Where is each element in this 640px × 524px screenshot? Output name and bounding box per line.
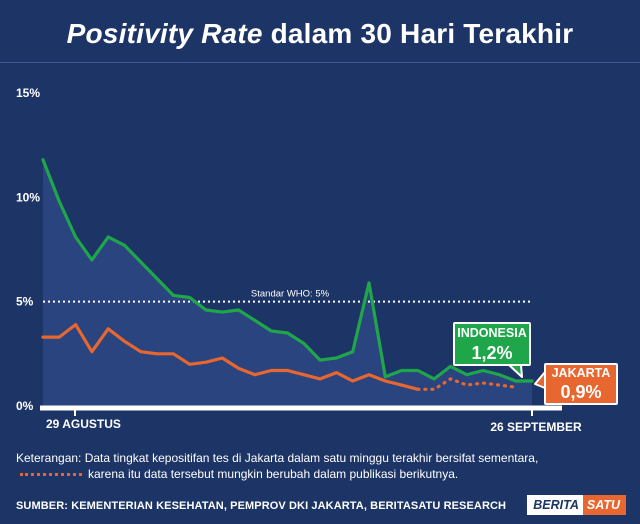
x-label-end: 26 SEPTEMBER	[490, 420, 582, 434]
jakarta-callout-pointer	[534, 371, 546, 389]
footnote-line-1: Keterangan: Data tingkat kepositifan tes…	[16, 451, 539, 465]
indonesia-area	[43, 159, 532, 406]
source-credit: SUMBER: KEMENTERIAN KESEHATAN, PEMPROV D…	[16, 500, 507, 512]
indonesia-callout-pointer	[508, 364, 523, 378]
y-axis: 0% 5% 10% 15%	[16, 86, 40, 413]
indonesia-callout-value: 1,2%	[471, 343, 512, 363]
jakarta-line	[41, 323, 420, 391]
chart-title: Positivity Rate dalam 30 Hari Terakhir	[0, 18, 640, 50]
title-divider	[0, 62, 640, 63]
logo-part-1: BERITA	[527, 495, 583, 515]
indonesia-line	[41, 158, 534, 383]
jakarta-provisional-line	[416, 377, 518, 391]
jakarta-callout-name: JAKARTA	[552, 366, 611, 380]
beritasatu-logo: BERITA SATU	[527, 495, 626, 515]
indonesia-callout-name: INDONESIA	[457, 326, 526, 340]
indonesia-callout-box	[453, 322, 531, 366]
chart-title-rest: dalam 30 Hari Terakhir	[262, 18, 574, 49]
y-tick-label: 15%	[16, 86, 40, 100]
logo-part-2: SATU	[582, 495, 626, 515]
y-tick-label: 10%	[16, 190, 40, 204]
x-label-start: 29 AGUSTUS	[46, 417, 121, 431]
indonesia-callout: INDONESIA 1,2%	[453, 322, 531, 378]
jakarta-callout: JAKARTA 0,9%	[534, 363, 618, 405]
footnote-line-2-row: karena itu data tersebut mungkin berubah…	[16, 466, 616, 482]
provisional-dots-legend	[20, 473, 82, 476]
who-reference-label: Standar WHO: 5%	[251, 289, 330, 300]
jakarta-callout-value: 0,9%	[560, 382, 601, 402]
footnote-line-2: karena itu data tersebut mungkin berubah…	[88, 467, 459, 481]
line-chart: 0% 5% 10% 15% Standar WHO: 5% 29 AGUSTUS 26…	[16, 86, 618, 434]
y-tick-label: 0%	[16, 399, 34, 413]
footnote: Keterangan: Data tingkat kepositifan tes…	[16, 450, 616, 482]
y-tick-label: 5%	[16, 295, 34, 309]
chart-title-italic: Positivity Rate	[66, 18, 263, 49]
